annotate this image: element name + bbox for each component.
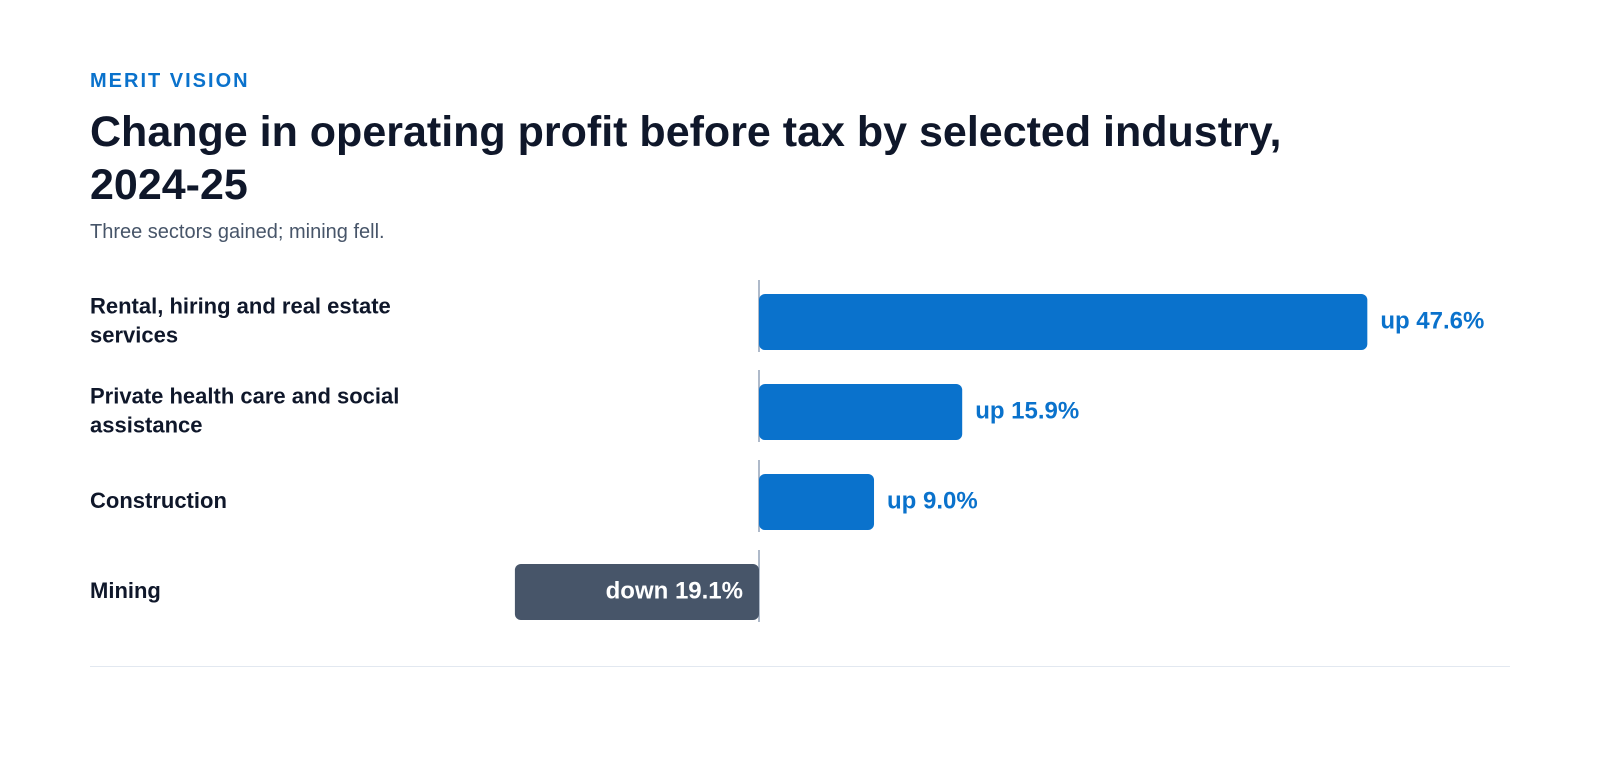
category-label: Private health care and social assistance	[90, 383, 399, 437]
category-label: Rental, hiring and real estate services	[90, 293, 391, 347]
data-label: down 19.1%	[606, 577, 743, 604]
data-label: up 15.9%	[975, 397, 1079, 424]
chart-subtitle: Three sectors gained; mining fell.	[90, 221, 385, 243]
bar-positive	[759, 294, 1368, 350]
data-label: up 47.6%	[1380, 307, 1484, 334]
brand-label: MERIT VISION	[90, 70, 250, 92]
category-label: Construction	[90, 488, 227, 513]
bar-positive	[759, 474, 875, 530]
bar-negative	[514, 564, 759, 620]
bottom-divider	[90, 666, 1510, 667]
chart-title: Change in operating profit before tax by…	[90, 108, 1282, 209]
bar-positive	[759, 384, 963, 440]
category-label: Mining	[90, 578, 161, 603]
data-label: up 9.0%	[887, 487, 978, 514]
